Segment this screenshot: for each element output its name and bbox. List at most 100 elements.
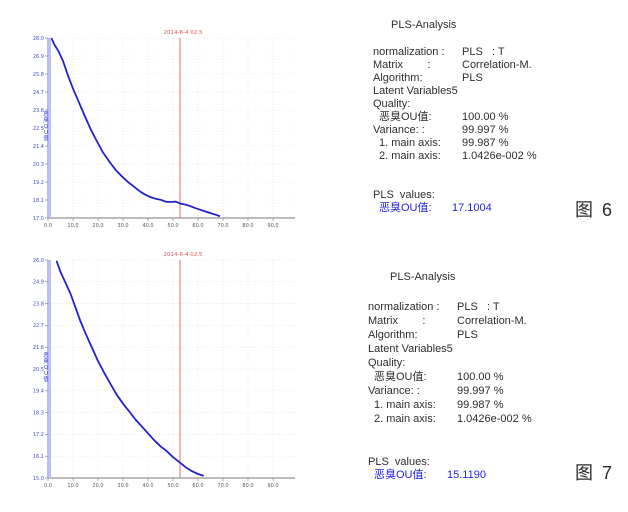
svg-text:90.0: 90.0 <box>267 223 278 229</box>
result-value: 15.1190 <box>447 469 486 481</box>
figure-6-caption: 图 6 <box>575 200 615 220</box>
info-row-matrix: Matrix : Correlation-M. <box>368 314 578 328</box>
info-label: Variance: : <box>373 124 425 136</box>
info-row-ou-quality: 恶臭OU值: 100.00 % <box>373 111 583 124</box>
info-value: PLS <box>462 72 483 84</box>
svg-text:21.6: 21.6 <box>33 345 44 351</box>
svg-text:90.0: 90.0 <box>267 483 278 489</box>
svg-text:18.3: 18.3 <box>33 410 44 416</box>
pls-analysis-panel-fig6: PLS-Analysis normalization : PLS : T Mat… <box>373 19 583 215</box>
svg-text:O: O <box>44 365 49 371</box>
svg-text:19.2: 19.2 <box>33 180 44 186</box>
svg-text:80.0: 80.0 <box>242 483 253 489</box>
svg-text:值: 值 <box>43 375 49 383</box>
svg-text:恶: 恶 <box>43 352 49 359</box>
svg-text:80.0: 80.0 <box>242 223 253 229</box>
svg-text:40.0: 40.0 <box>142 483 153 489</box>
info-row-normalization: normalization : PLS : T <box>373 46 583 59</box>
ou-decay-chart-fig7: 26.0 24.9 23.8 22.7 21.6 20.5 19.4 18.3 17.2 16.1… <box>33 252 295 489</box>
info-value: 1.0426e-002 % <box>457 413 532 425</box>
ou-decay-chart-fig6: 28.0 26.9 25.8 24.7 23.6 22.5 21.4 20.3 19.2 18.1… <box>33 30 295 229</box>
info-row-main-axis-2: 2. main axis: 1.0426e-002 % <box>368 412 578 426</box>
info-row-main-axis-2: 2. main axis: 1.0426e-002 % <box>373 150 583 163</box>
svg-text:30.0: 30.0 <box>117 223 128 229</box>
svg-text:10.0: 10.0 <box>67 483 78 489</box>
svg-text:28.0: 28.0 <box>33 36 44 42</box>
info-value: 100.00 % <box>457 371 504 383</box>
svg-text:臭: 臭 <box>43 357 49 365</box>
info-value: Correlation-M. <box>462 59 532 71</box>
info-row-latent-variables: Latent Variables5 <box>373 85 583 98</box>
info-value: 99.987 % <box>457 399 504 411</box>
svg-text:24.7: 24.7 <box>33 90 44 96</box>
svg-text:19.4: 19.4 <box>33 389 44 395</box>
info-label: 恶臭OU值: <box>374 371 427 383</box>
svg-text:0.0: 0.0 <box>44 483 52 489</box>
info-label: Variance: : <box>368 385 420 397</box>
pls-result-row: 恶臭OU值: 15.1190 <box>368 469 578 482</box>
info-value: PLS : T <box>462 46 505 58</box>
svg-text:15.0: 15.0 <box>33 476 44 482</box>
svg-text:50.0: 50.0 <box>167 223 178 229</box>
info-label: Latent Variables5 <box>373 85 458 97</box>
info-label: Algorithm: <box>368 329 418 341</box>
svg-text:O: O <box>44 124 49 130</box>
info-row-main-axis-1: 1. main axis: 99.987 % <box>373 137 583 150</box>
svg-text:10.0: 10.0 <box>67 223 78 229</box>
info-value: 1.0426e-002 % <box>462 150 537 162</box>
svg-text:26.9: 26.9 <box>33 54 44 60</box>
svg-text:17.0: 17.0 <box>33 216 44 222</box>
svg-text:U: U <box>44 371 48 377</box>
svg-text:16.1: 16.1 <box>33 454 44 460</box>
info-value: 99.987 % <box>462 137 509 149</box>
info-row-main-axis-1: 1. main axis: 99.987 % <box>368 398 578 412</box>
result-label: 恶臭OU值: <box>379 202 432 214</box>
info-label: 2. main axis: <box>374 413 436 425</box>
svg-text:26.0: 26.0 <box>33 258 44 264</box>
panel-title: PLS-Analysis <box>390 271 456 283</box>
svg-text:2014-6-4 02.5: 2014-6-4 02.5 <box>164 252 203 258</box>
info-label: normalization : <box>368 301 440 313</box>
svg-text:50.0: 50.0 <box>167 483 178 489</box>
info-label: Quality: <box>368 357 406 369</box>
svg-text:22.5: 22.5 <box>33 126 44 132</box>
info-row-variance: Variance: : 99.997 % <box>373 124 583 137</box>
info-label: 2. main axis: <box>379 150 441 162</box>
info-label: Latent Variables5 <box>368 343 453 355</box>
info-value: PLS <box>457 329 478 341</box>
info-row-algorithm: Algorithm: PLS <box>368 328 578 342</box>
svg-text:70.0: 70.0 <box>217 223 228 229</box>
svg-text:U: U <box>44 130 48 136</box>
info-label: normalization : <box>373 46 445 58</box>
svg-text:恶: 恶 <box>43 111 49 118</box>
info-value: 99.997 % <box>457 385 504 397</box>
svg-text:值: 值 <box>43 134 49 142</box>
panel-title: PLS-Analysis <box>391 19 457 31</box>
svg-text:60.0: 60.0 <box>192 483 203 489</box>
svg-text:20.0: 20.0 <box>92 483 103 489</box>
info-row-algorithm: Algorithm: PLS <box>373 72 583 85</box>
result-value: 17.1004 <box>452 202 492 214</box>
info-row-normalization: normalization : PLS : T <box>368 300 578 314</box>
info-value: 99.997 % <box>462 124 509 136</box>
svg-text:17.2: 17.2 <box>33 432 44 438</box>
svg-text:2014-6-4 02.5: 2014-6-4 02.5 <box>164 30 203 36</box>
info-label: Matrix : <box>368 315 426 327</box>
figure-7-caption: 图 7 <box>575 463 615 483</box>
svg-text:23.8: 23.8 <box>33 301 44 307</box>
info-label: 1. main axis: <box>379 137 441 149</box>
svg-text:臭: 臭 <box>43 116 49 124</box>
svg-text:24.9: 24.9 <box>33 280 44 286</box>
pls-analysis-panel-fig7: PLS-Analysis normalization : PLS : T Mat… <box>368 271 578 482</box>
svg-text:40.0: 40.0 <box>142 223 153 229</box>
svg-text:30.0: 30.0 <box>117 483 128 489</box>
svg-text:60.0: 60.0 <box>192 223 203 229</box>
svg-text:20.0: 20.0 <box>92 223 103 229</box>
svg-text:25.8: 25.8 <box>33 72 44 78</box>
pls-result-row: 恶臭OU值: 17.1004 <box>373 202 583 215</box>
svg-text:23.6: 23.6 <box>33 108 44 114</box>
info-row-quality: Quality: <box>368 356 578 370</box>
svg-text:18.1: 18.1 <box>33 198 44 204</box>
info-value: 100.00 % <box>462 111 509 123</box>
